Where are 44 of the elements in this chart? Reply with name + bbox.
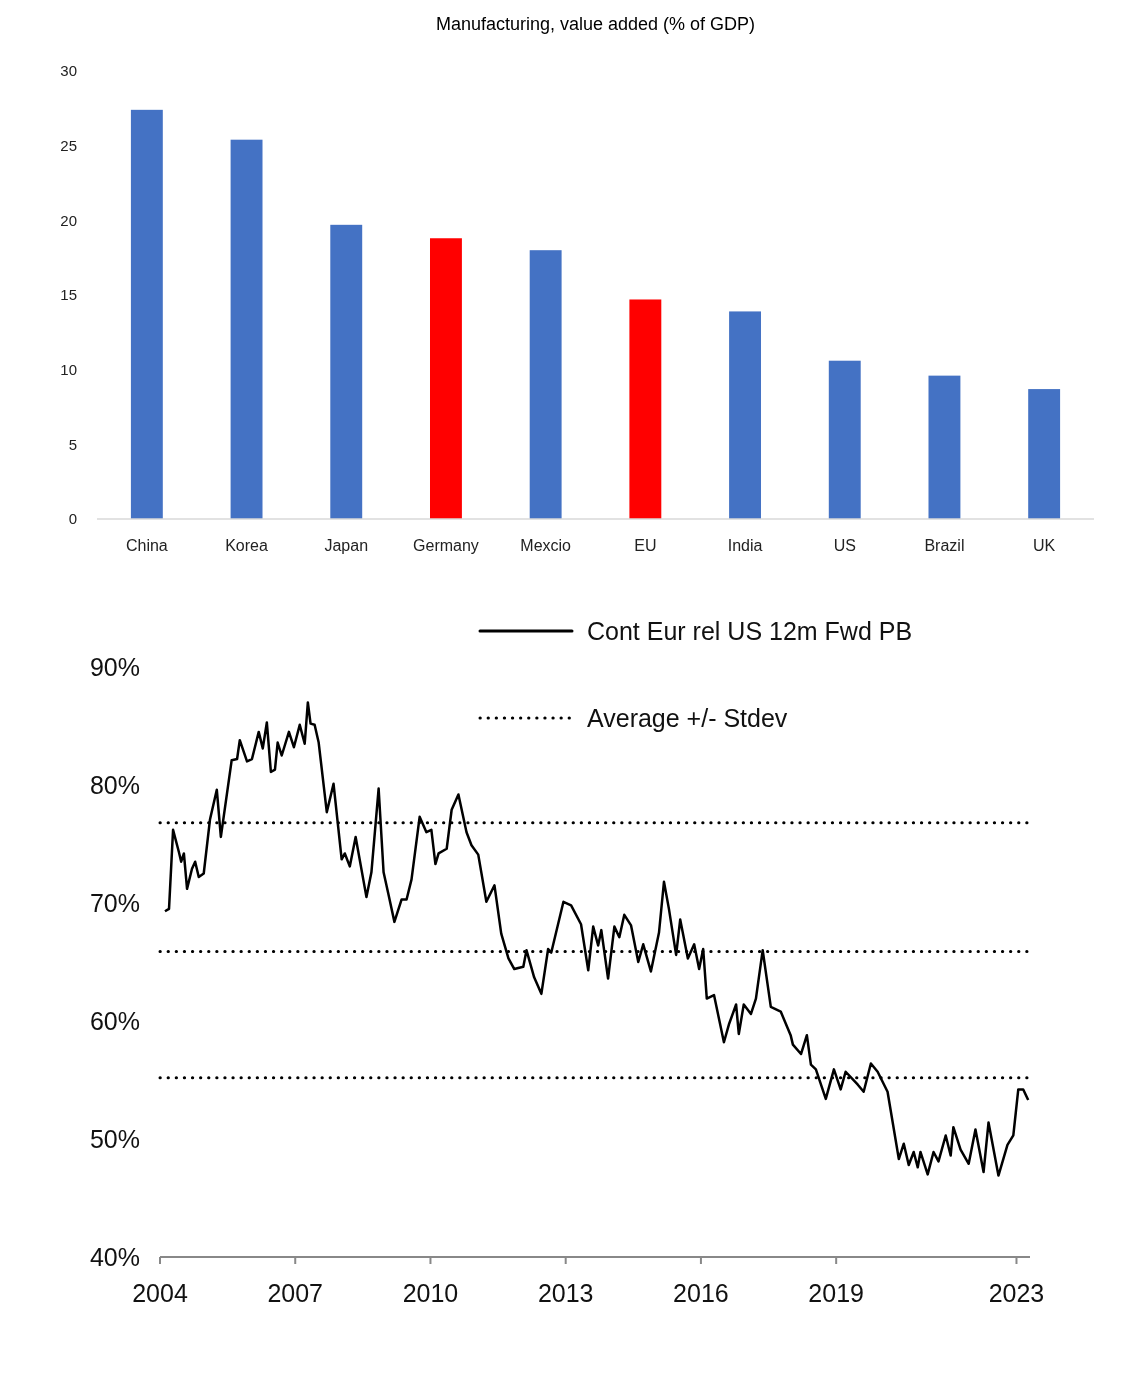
bar <box>729 311 761 519</box>
y-tick-label: 70% <box>89 888 140 917</box>
bar <box>230 139 263 519</box>
y-tick-label: 10 <box>60 360 77 378</box>
legend-label: Average +/- Stdev <box>587 703 788 732</box>
x-tick-label: Mexcio <box>520 537 572 554</box>
y-tick-label: 15 <box>60 286 77 304</box>
bar <box>430 238 462 519</box>
y-tick-label: 80% <box>89 770 140 799</box>
y-tick-label: 90% <box>89 652 140 681</box>
bar <box>1028 389 1061 519</box>
x-tick-label: China <box>125 537 168 554</box>
x-tick-label: Japan <box>324 537 369 554</box>
y-tick-label: 5 <box>68 435 77 453</box>
line-series <box>163 701 1030 1177</box>
x-tick-label: 2010 <box>402 1279 459 1307</box>
x-tick-label: 2023 <box>988 1279 1045 1307</box>
bar <box>828 360 861 519</box>
bar <box>330 224 363 519</box>
y-tick-label: 60% <box>89 1006 140 1035</box>
x-tick-label: Germany <box>413 537 479 554</box>
bar <box>529 250 562 519</box>
x-tick-label: 2004 <box>132 1279 188 1307</box>
y-tick-label: 40% <box>89 1242 140 1271</box>
x-tick-label: 2016 <box>673 1279 729 1307</box>
bar <box>629 299 662 519</box>
y-tick-label: 25 <box>60 136 77 154</box>
x-tick-label: EU <box>634 537 657 554</box>
x-tick-label: India <box>727 537 763 554</box>
x-tick-label: 2013 <box>537 1279 594 1307</box>
chart-title: Manufacturing, value added (% of GDP) <box>435 14 756 34</box>
x-tick-label: UK <box>1033 537 1056 554</box>
y-tick-label: 20 <box>60 211 77 229</box>
y-tick-label: 0 <box>68 510 77 528</box>
x-tick-label: Korea <box>225 537 268 554</box>
bar <box>130 109 163 519</box>
y-tick-label: 30 <box>60 62 77 80</box>
x-tick-label: 2007 <box>267 1279 324 1307</box>
legend-label: Cont Eur rel US 12m Fwd PB <box>587 616 913 645</box>
bar <box>928 375 961 519</box>
x-tick-label: US <box>833 537 856 554</box>
y-tick-label: 50% <box>89 1124 140 1153</box>
x-tick-label: Brazil <box>924 537 965 554</box>
x-tick-label: 2019 <box>808 1279 864 1307</box>
